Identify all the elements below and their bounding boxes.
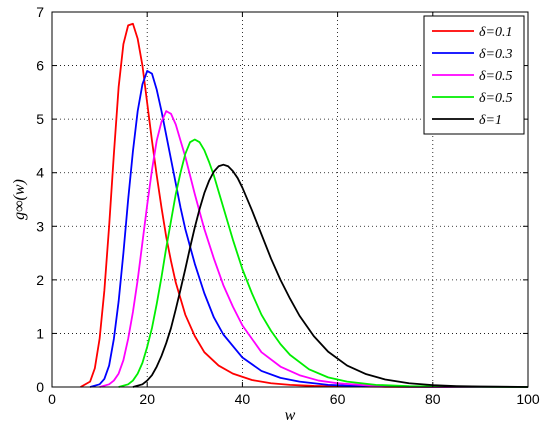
y-tick-label: 6 — [36, 58, 44, 74]
series-lines — [80, 22, 529, 388]
legend: δ=0.1 δ=0.3 δ=0.5 δ=0.5 δ=1 — [423, 15, 525, 135]
y-tick-label: 7 — [36, 4, 44, 20]
legend-label: δ=0.3 — [479, 47, 512, 62]
x-tick-label: 0 — [48, 391, 56, 407]
legend-label: δ=0.1 — [479, 25, 512, 40]
axis-ticks: 0 20 40 60 80 100 0 1 2 3 4 5 6 7 — [36, 4, 540, 407]
y-tick-label: 5 — [36, 111, 44, 127]
y-tick-label: 2 — [36, 272, 44, 288]
series-line-4 — [118, 138, 529, 388]
series-line-1 — [80, 22, 529, 388]
plot-frame — [51, 11, 529, 388]
x-tick-label: 60 — [330, 391, 346, 407]
x-tick-label: 40 — [235, 391, 251, 407]
y-tick-label: 1 — [36, 325, 44, 341]
x-tick-label: 80 — [425, 391, 441, 407]
y-tick-label: 3 — [36, 218, 44, 234]
legend-label: δ=0.5 — [479, 69, 512, 84]
series-line-2 — [89, 70, 529, 388]
y-tick-label: 0 — [36, 379, 44, 395]
legend-label: δ=1 — [479, 113, 502, 128]
series-line-3 — [99, 110, 529, 388]
x-tick-label: 20 — [139, 391, 155, 407]
y-tick-label: 4 — [36, 165, 44, 181]
legend-label: δ=0.5 — [479, 91, 512, 106]
x-tick-label: 100 — [516, 391, 540, 407]
x-axis-label: w — [285, 407, 296, 424]
y-axis-label: g∞(w) — [11, 179, 28, 220]
series-line-5 — [132, 163, 529, 388]
